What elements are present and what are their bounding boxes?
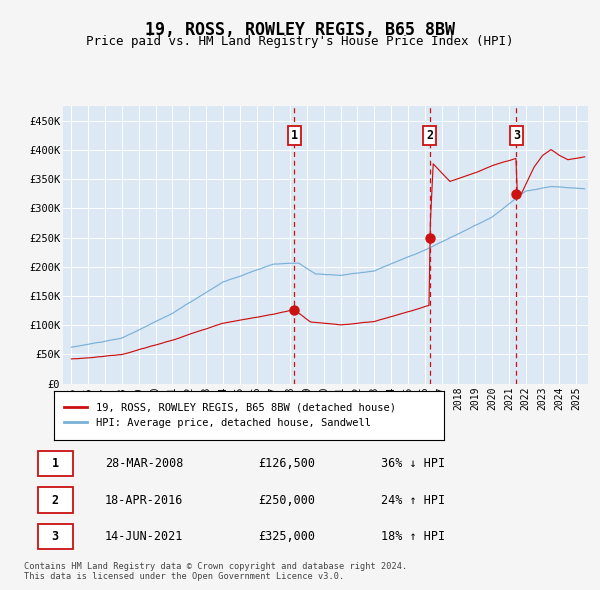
FancyBboxPatch shape (38, 451, 73, 476)
Text: 24% ↑ HPI: 24% ↑ HPI (381, 493, 445, 507)
Text: 2: 2 (52, 493, 59, 507)
Text: 3: 3 (513, 129, 520, 142)
Text: 36% ↓ HPI: 36% ↓ HPI (381, 457, 445, 470)
Text: Price paid vs. HM Land Registry's House Price Index (HPI): Price paid vs. HM Land Registry's House … (86, 35, 514, 48)
Text: Contains HM Land Registry data © Crown copyright and database right 2024.
This d: Contains HM Land Registry data © Crown c… (24, 562, 407, 581)
FancyBboxPatch shape (38, 524, 73, 549)
Text: 18% ↑ HPI: 18% ↑ HPI (381, 530, 445, 543)
Text: 1: 1 (52, 457, 59, 470)
FancyBboxPatch shape (38, 487, 73, 513)
Text: £126,500: £126,500 (259, 457, 316, 470)
Text: 18-APR-2016: 18-APR-2016 (105, 493, 183, 507)
Text: 3: 3 (52, 530, 59, 543)
Text: £250,000: £250,000 (259, 493, 316, 507)
Text: 28-MAR-2008: 28-MAR-2008 (105, 457, 183, 470)
Legend: 19, ROSS, ROWLEY REGIS, B65 8BW (detached house), HPI: Average price, detached h: 19, ROSS, ROWLEY REGIS, B65 8BW (detache… (59, 398, 401, 433)
Text: £325,000: £325,000 (259, 530, 316, 543)
Text: 2: 2 (426, 129, 433, 142)
Text: 14-JUN-2021: 14-JUN-2021 (105, 530, 183, 543)
Text: 1: 1 (290, 129, 298, 142)
Text: 19, ROSS, ROWLEY REGIS, B65 8BW: 19, ROSS, ROWLEY REGIS, B65 8BW (145, 21, 455, 39)
